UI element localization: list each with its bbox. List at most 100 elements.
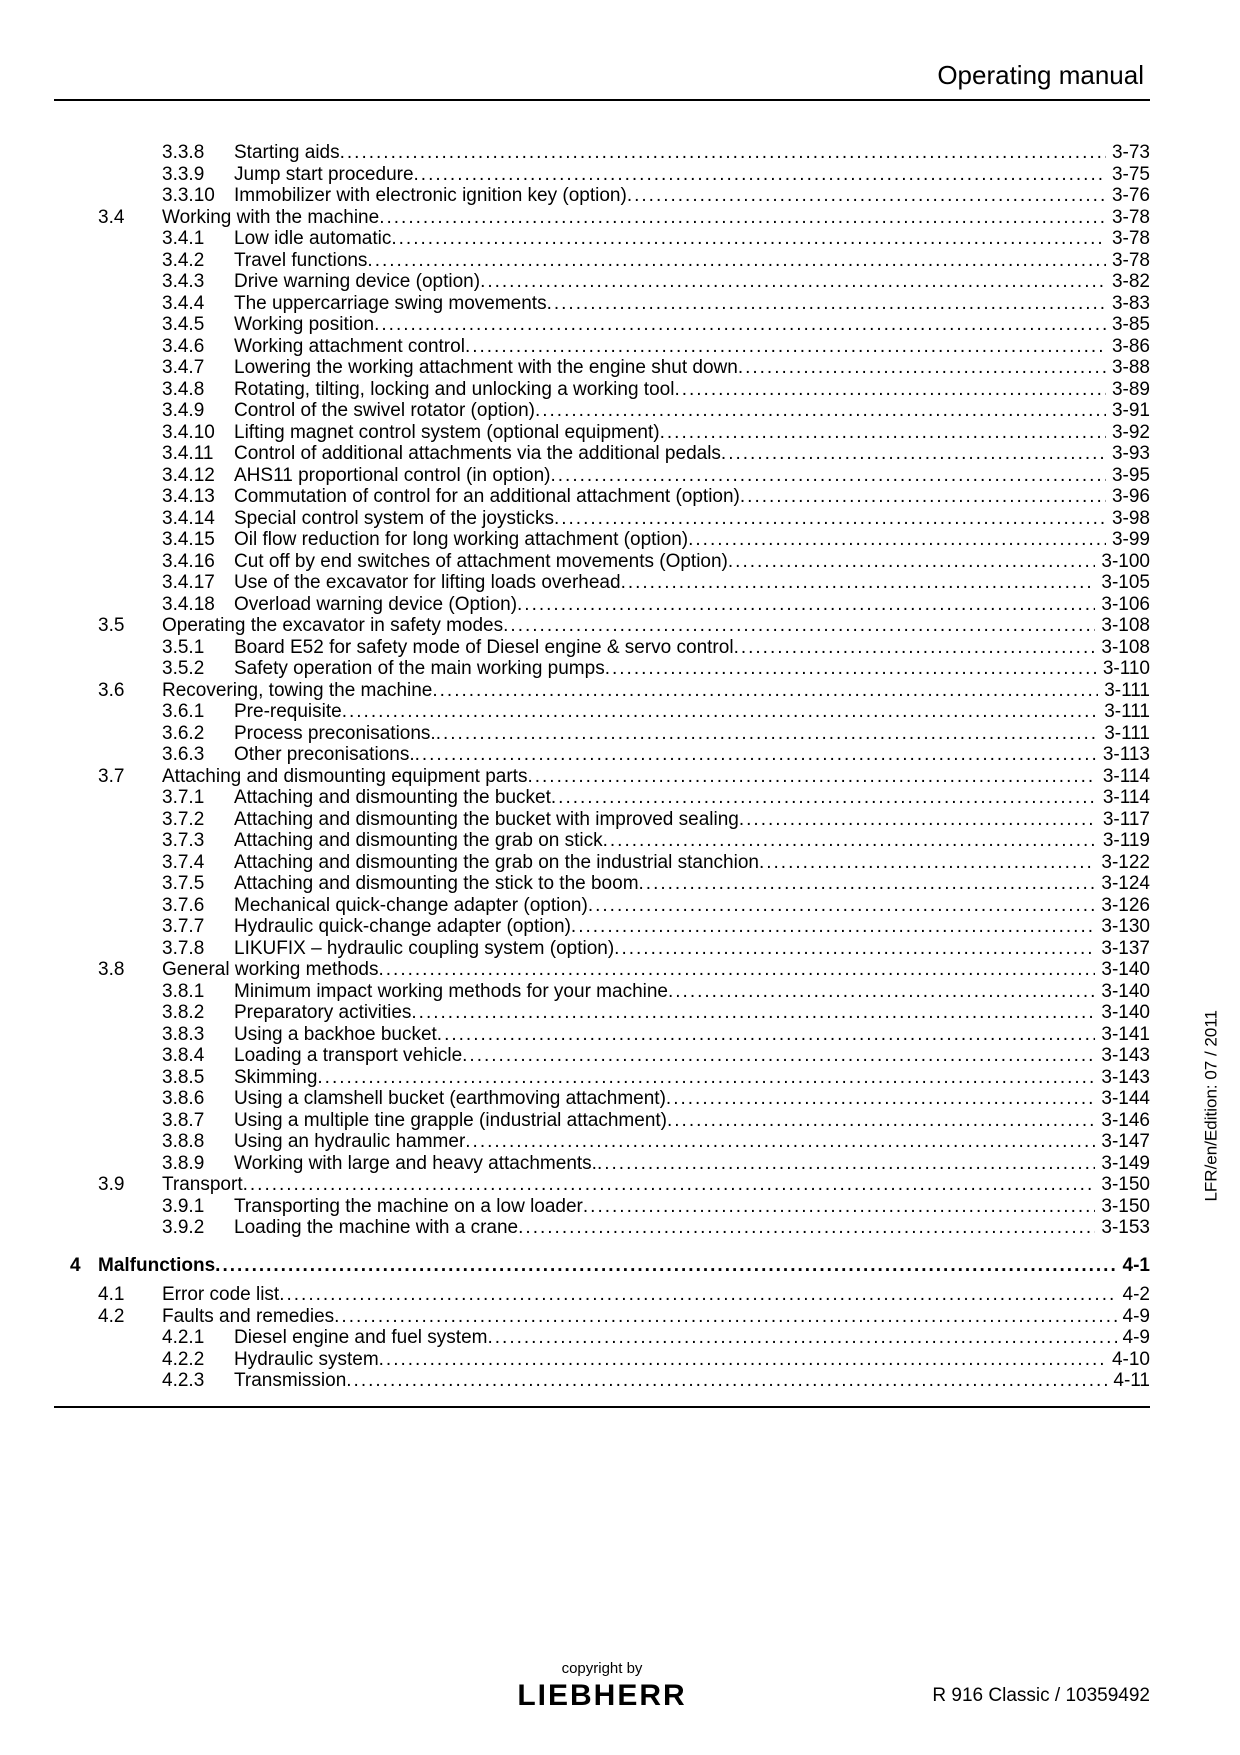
toc-page: 3-95 (1106, 466, 1150, 485)
toc-subsection-num: 3.3.8 (162, 143, 234, 162)
toc-row: 3.7.7Hydraulic quick-change adapter (opt… (70, 917, 1150, 936)
toc-row: 3.3.10Immobilizer with electronic igniti… (70, 186, 1150, 205)
toc-subsection-num: 3.5.2 (162, 659, 234, 678)
toc-title: Minimum impact working methods for your … (234, 982, 668, 1001)
toc-title: General working methods (162, 960, 379, 979)
toc-subsection-num: 3.3.9 (162, 165, 234, 184)
toc-title: Loading a transport vehicle (234, 1046, 462, 1065)
toc-page: 3-76 (1106, 186, 1150, 205)
toc-page: 4-11 (1107, 1371, 1150, 1390)
toc-subsection-num: 3.4.12 (162, 466, 234, 485)
toc-title: Skimming (234, 1068, 317, 1087)
toc-page: 3-150 (1095, 1175, 1150, 1194)
toc-leader-dots (391, 229, 1106, 248)
toc-page: 3-147 (1095, 1132, 1150, 1151)
toc-section-num: 3.7 (98, 767, 162, 786)
toc-leader-dots (379, 960, 1096, 979)
toc-title: Transporting the machine on a low loader (234, 1197, 583, 1216)
toc-page: 3-137 (1095, 939, 1150, 958)
toc-page: 3-93 (1106, 444, 1150, 463)
toc-leader-dots (740, 487, 1106, 506)
toc-row: 3.4.9Control of the swivel rotator (opti… (70, 401, 1150, 420)
toc-row: 3.9.2Loading the machine with a crane 3-… (70, 1218, 1150, 1237)
toc-page: 4-9 (1117, 1328, 1150, 1347)
toc-page: 3-140 (1095, 1003, 1150, 1022)
copyright-label: copyright by (54, 1660, 1150, 1677)
toc-leader-dots (374, 315, 1106, 334)
toc-subsection-num: 3.4.4 (162, 294, 234, 313)
toc-subsection-num: 3.6.1 (162, 702, 234, 721)
toc-leader-dots (660, 423, 1106, 442)
toc-leader-dots (415, 745, 1097, 764)
toc-title: Malfunctions (98, 1255, 215, 1276)
toc-title: Starting aids (234, 143, 340, 162)
toc-title: Control of the swivel rotator (option) (234, 401, 535, 420)
toc-page: 3-73 (1106, 143, 1150, 162)
footer: copyright by LIEBHERR R 916 Classic / 10… (54, 1660, 1150, 1713)
toc-subsection-num: 3.4.5 (162, 315, 234, 334)
toc-section-num: 3.5 (98, 616, 162, 635)
toc-row: 3.4.16Cut off by end switches of attachm… (70, 552, 1150, 571)
toc-page: 3-117 (1097, 810, 1150, 829)
toc-row: 3.8.8Using an hydraulic hammer 3-147 (70, 1132, 1150, 1151)
toc-leader-dots (411, 1003, 1095, 1022)
toc-page: 3-78 (1106, 229, 1150, 248)
toc-leader-dots (432, 681, 1098, 700)
toc-leader-dots (583, 1197, 1096, 1216)
toc-leader-dots (346, 1371, 1107, 1390)
toc-leader-dots (759, 853, 1095, 872)
toc-title: Using an hydraulic hammer (234, 1132, 465, 1151)
toc-leader-dots (667, 1111, 1095, 1130)
toc-title: Low idle automatic (234, 229, 391, 248)
toc-subsection-num: 3.9.1 (162, 1197, 234, 1216)
toc-leader-dots (465, 1132, 1095, 1151)
toc-subsection-num: 3.4.13 (162, 487, 234, 506)
toc-leader-dots (340, 143, 1106, 162)
toc-chapter-num: 4 (70, 1256, 98, 1275)
toc-page: 3-143 (1095, 1068, 1150, 1087)
toc-page: 3-124 (1095, 874, 1150, 893)
toc-subsection-num: 3.8.2 (162, 1003, 234, 1022)
toc-leader-dots (666, 1089, 1095, 1108)
toc-page: 3-141 (1095, 1025, 1150, 1044)
toc-row: 3.4.1Low idle automatic 3-78 (70, 229, 1150, 248)
toc-row: 3.4.2Travel functions 3-78 (70, 251, 1150, 270)
toc-title: Using a multiple tine grapple (industria… (234, 1111, 667, 1130)
toc-leader-dots (627, 186, 1106, 205)
toc-leader-dots (588, 896, 1096, 915)
toc-title: Attaching and dismounting the bucket wit… (234, 810, 739, 829)
toc-subsection-num: 3.4.16 (162, 552, 234, 571)
toc-leader-dots (503, 616, 1095, 635)
toc-page: 3-111 (1098, 724, 1150, 743)
toc-title: Immobilizer with electronic ignition key… (234, 186, 627, 205)
toc-title: Operating the excavator in safety modes (162, 616, 503, 635)
toc-row: 3.4.3Drive warning device (option) 3-82 (70, 272, 1150, 291)
toc-title: Lifting magnet control system (optional … (234, 423, 660, 442)
toc-title: Board E52 for safety mode of Diesel engi… (234, 638, 734, 657)
toc-subsection-num: 3.8.1 (162, 982, 234, 1001)
toc-row: 3.8.3Using a backhoe bucket 3-141 (70, 1025, 1150, 1044)
toc-subsection-num: 4.2.3 (162, 1371, 234, 1390)
toc-subsection-num: 3.5.1 (162, 638, 234, 657)
toc-title: Faults and remedies (162, 1307, 334, 1326)
toc-title: Using a backhoe bucket (234, 1025, 437, 1044)
toc-row: 3.7.6Mechanical quick-change adapter (op… (70, 896, 1150, 915)
toc-subsection-num: 4.2.1 (162, 1328, 234, 1347)
toc-title: Hydraulic system (234, 1350, 379, 1369)
toc-page: 4-9 (1117, 1307, 1150, 1326)
toc-row: 3.3.8Starting aids 3-73 (70, 143, 1150, 162)
toc-row: 3.4.6Working attachment control 3-86 (70, 337, 1150, 356)
toc-title: Pre-requisite (234, 702, 342, 721)
toc-page: 3-75 (1106, 165, 1150, 184)
header-title: Operating manual (54, 60, 1150, 91)
toc-row: 3.8.5Skimming 3-143 (70, 1068, 1150, 1087)
toc-subsection-num: 3.3.10 (162, 186, 234, 205)
toc-leader-dots (597, 1154, 1095, 1173)
toc-title: Use of the excavator for lifting loads o… (234, 573, 621, 592)
toc-row: 3.6Recovering, towing the machine 3-111 (70, 681, 1150, 700)
toc-page: 3-144 (1095, 1089, 1150, 1108)
toc-leader-dots (551, 466, 1106, 485)
toc-row: 3.5Operating the excavator in safety mod… (70, 616, 1150, 635)
toc-leader-dots (639, 874, 1096, 893)
toc-row: 3.8.1Minimum impact working methods for … (70, 982, 1150, 1001)
